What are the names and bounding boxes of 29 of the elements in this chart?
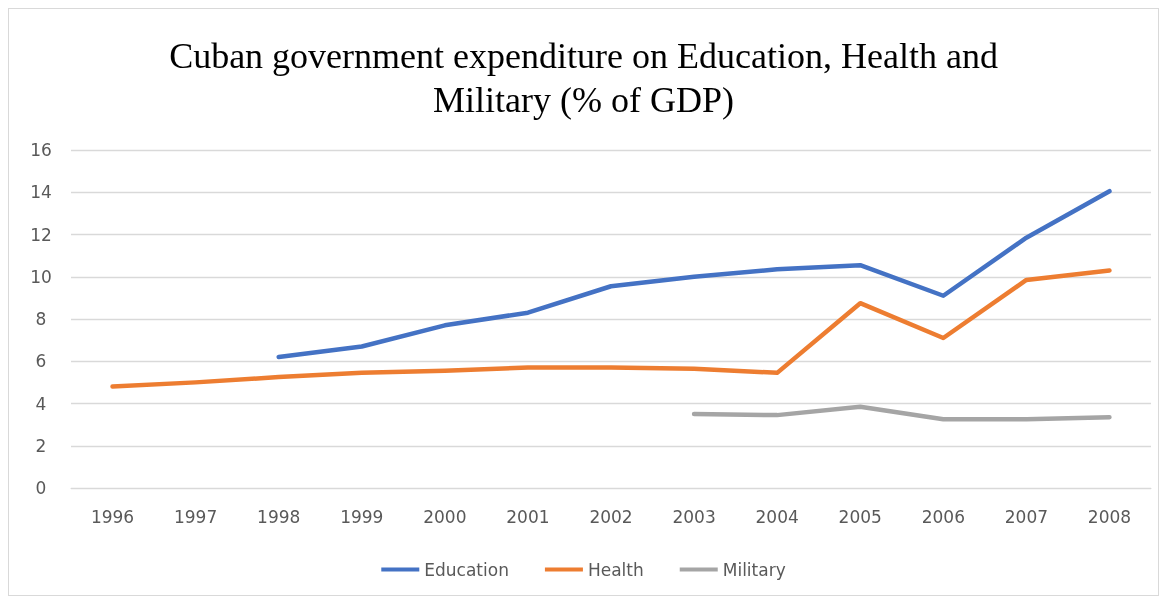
x-tick-label: 2003 <box>672 506 716 527</box>
line-series <box>110 268 1112 389</box>
y-tick-label: 14 <box>30 182 52 203</box>
y-tick-label: 10 <box>30 266 52 287</box>
x-tick-label: 2006 <box>921 506 965 527</box>
legend-label: Education <box>424 559 509 580</box>
y-tick-label: 4 <box>35 393 47 414</box>
y-tick-label: 0 <box>35 478 47 498</box>
y-tick-label: 16 <box>30 140 52 160</box>
x-tick-label: 1999 <box>340 506 384 527</box>
line-series <box>276 188 1112 360</box>
legend-label: Military <box>722 559 786 580</box>
x-tick-label: 1998 <box>257 506 301 527</box>
x-tick-label: 2004 <box>755 506 799 527</box>
y-tick-label: 8 <box>35 309 47 329</box>
legend-label: Health <box>587 559 644 580</box>
x-tick-label: 2005 <box>838 506 882 527</box>
y-tick-label: 6 <box>35 351 47 372</box>
x-tick-label: 2001 <box>506 506 550 527</box>
line-series <box>691 404 1112 422</box>
x-tick-label: 2008 <box>1087 506 1132 527</box>
x-tick-label: 1996 <box>90 506 135 527</box>
y-tick-label: 12 <box>30 224 52 245</box>
y-tick-label: 2 <box>35 435 47 456</box>
x-tick-label: 2000 <box>423 506 467 527</box>
chart-title: Cuban government expenditure on Education, Health and Military (% of GDP) <box>169 36 998 120</box>
x-tick-label: 2002 <box>589 506 633 527</box>
x-tick-label: 2007 <box>1004 506 1049 527</box>
x-tick-label: 1997 <box>173 506 218 527</box>
